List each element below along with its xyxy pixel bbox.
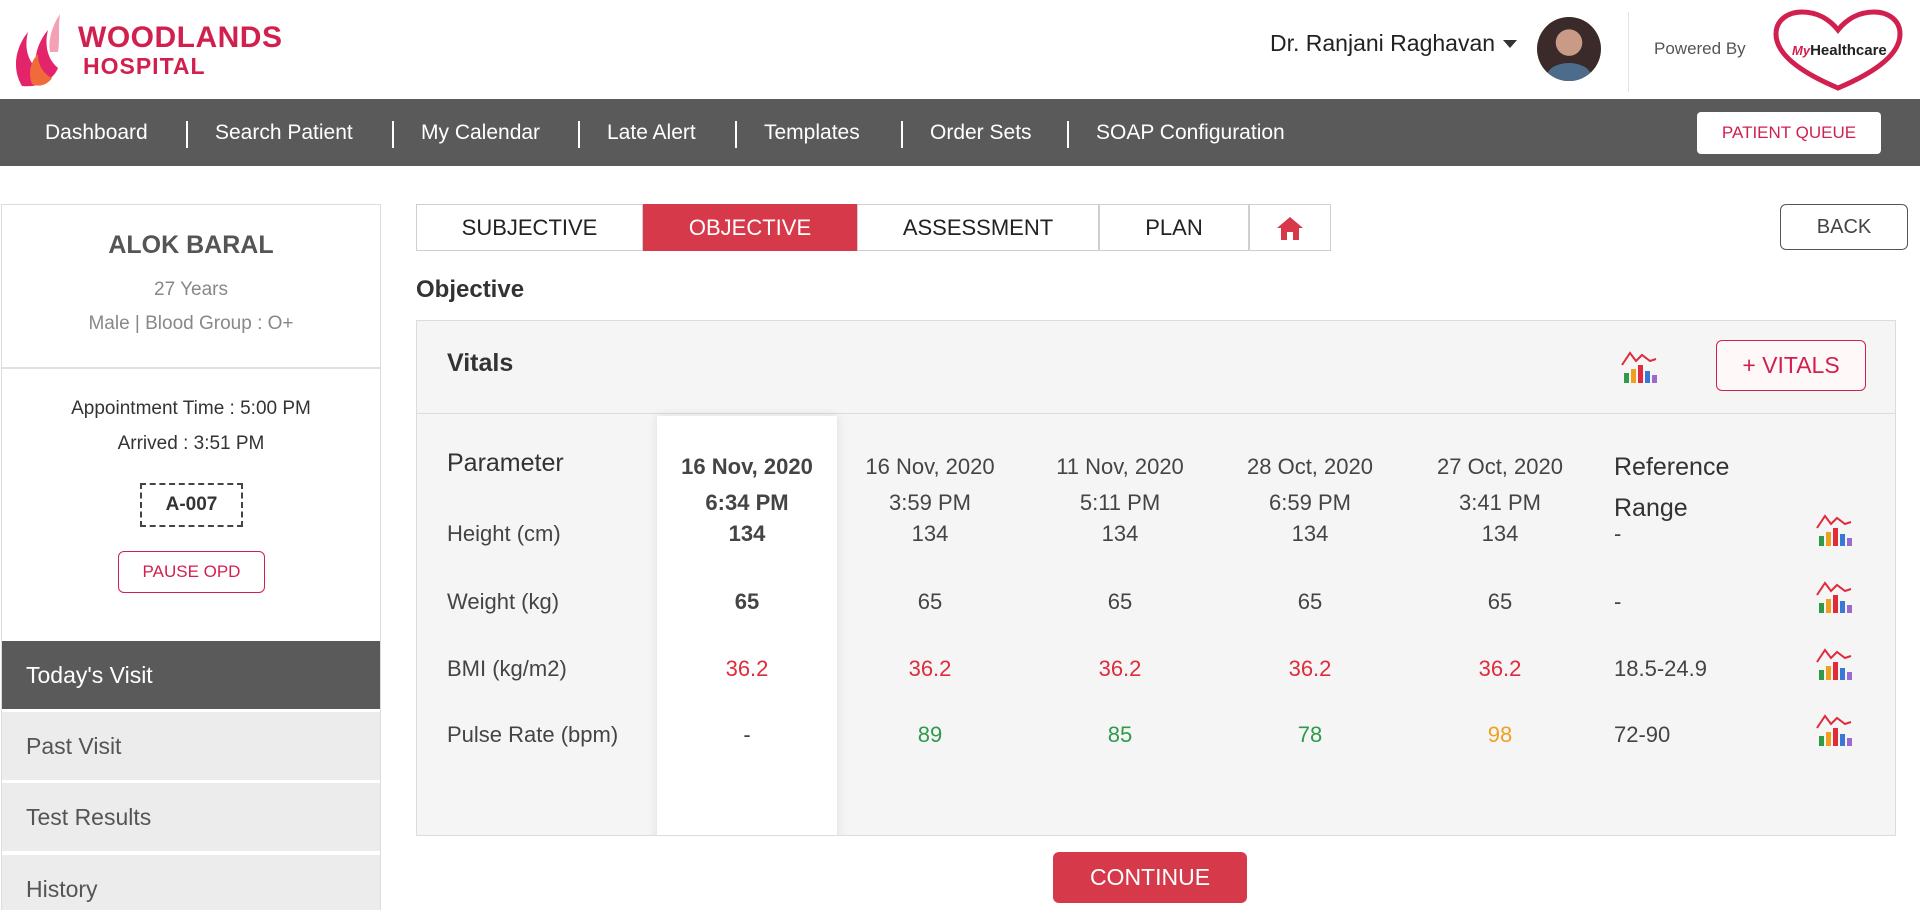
vital-value: 85 xyxy=(1107,722,1133,747)
trend-chart-icon[interactable] xyxy=(1815,577,1853,615)
trend-chart-icon[interactable] xyxy=(1815,510,1853,548)
tab-home[interactable] xyxy=(1249,204,1331,251)
tab-history[interactable]: History xyxy=(2,855,380,910)
add-vitals-button[interactable]: + VITALS xyxy=(1716,340,1866,391)
caret-down-icon xyxy=(1503,39,1518,48)
vital-value: 36.2 xyxy=(725,656,769,681)
user-name: Dr. Ranjani Raghavan xyxy=(1270,30,1496,56)
heart-logo-icon xyxy=(1773,9,1903,91)
param-label: Weight (kg) xyxy=(447,589,560,614)
vital-value: 36.2 xyxy=(1478,656,1522,681)
vital-value: 89 xyxy=(917,722,943,747)
flame-logo-icon xyxy=(15,14,60,87)
latest-column-highlight xyxy=(657,416,837,835)
powered-by-label: Powered By xyxy=(1654,39,1746,58)
reference-range: 72-90 xyxy=(1614,722,1671,747)
vital-value: 134 xyxy=(911,521,949,546)
vital-value: 65 xyxy=(1297,589,1323,614)
parameter-header: Parameter xyxy=(447,449,564,477)
nav-separator xyxy=(392,121,394,148)
vital-value: 78 xyxy=(1297,722,1323,747)
hospital-name-line1: WOODLANDS xyxy=(78,20,283,54)
patient-panel: ALOK BARAL 27 Years Male | Blood Group :… xyxy=(1,204,381,910)
trend-chart-icon[interactable] xyxy=(1815,644,1853,682)
nav-separator xyxy=(578,121,580,148)
token-number: A-007 xyxy=(140,483,243,527)
vital-value: - xyxy=(743,722,751,747)
appointment-time: Appointment Time : 5:00 PM xyxy=(71,398,311,419)
nav-separator xyxy=(1067,121,1069,148)
vital-value: 36.2 xyxy=(1098,656,1142,681)
header-divider xyxy=(1628,12,1629,92)
reference-range: - xyxy=(1614,521,1622,546)
panel-divider xyxy=(2,367,380,369)
nav-soap-configuration[interactable]: SOAP Configuration xyxy=(1096,121,1285,144)
vital-value: 36.2 xyxy=(908,656,952,681)
vital-value: 134 xyxy=(1101,521,1139,546)
nav-late-alert[interactable]: Late Alert xyxy=(607,121,696,144)
patient-age: 27 Years xyxy=(154,279,228,300)
patient-queue-button[interactable]: PATIENT QUEUE xyxy=(1697,112,1881,154)
nav-search-patient[interactable]: Search Patient xyxy=(215,121,353,144)
vital-value: 134 xyxy=(728,521,766,546)
user-menu[interactable]: Dr. Ranjani Raghavan xyxy=(1270,30,1518,57)
param-label: Height (cm) xyxy=(447,521,561,546)
vitals-card: Vitals + VITALS Parameter 16 Nov, 2020 6:… xyxy=(416,320,1896,836)
param-label: BMI (kg/m2) xyxy=(447,656,567,681)
vital-value: 36.2 xyxy=(1288,656,1332,681)
patient-name: ALOK BARAL xyxy=(108,231,274,259)
home-icon xyxy=(1277,216,1303,240)
date-header: 27 Oct, 2020 3:41 PM xyxy=(1437,454,1563,515)
pause-opd-button[interactable]: PAUSE OPD xyxy=(118,551,265,593)
nav-dashboard[interactable]: Dashboard xyxy=(45,121,148,144)
tab-assessment[interactable]: ASSESSMENT xyxy=(857,204,1099,251)
date-header: 28 Oct, 2020 6:59 PM xyxy=(1247,454,1373,515)
arrived-time: Arrived : 3:51 PM xyxy=(117,433,265,454)
vital-value: 65 xyxy=(1107,589,1133,614)
param-label: Pulse Rate (bpm) xyxy=(447,722,619,747)
back-button[interactable]: BACK xyxy=(1780,204,1908,250)
top-nav: Dashboard Search Patient My Calendar Lat… xyxy=(0,99,1920,166)
avatar[interactable] xyxy=(1537,17,1601,81)
vitals-title: Vitals xyxy=(447,349,514,377)
tab-plan[interactable]: PLAN xyxy=(1099,204,1249,251)
nav-separator xyxy=(186,121,188,148)
vital-value: 65 xyxy=(917,589,943,614)
reference-range-header: Reference Range xyxy=(1614,453,1730,522)
hospital-name-line2: HOSPITAL xyxy=(83,52,206,79)
date-header: 16 Nov, 2020 3:59 PM xyxy=(865,454,995,515)
brand-name: MyHealthcare xyxy=(1792,42,1887,59)
reference-range: - xyxy=(1614,589,1622,614)
vitals-card-header: Vitals + VITALS xyxy=(417,321,1895,414)
reference-range: 18.5-24.9 xyxy=(1614,656,1707,681)
nav-separator xyxy=(901,121,903,148)
vital-value: 65 xyxy=(734,589,760,614)
tab-todays-visit[interactable]: Today's Visit xyxy=(2,641,380,709)
tab-test-results[interactable]: Test Results xyxy=(2,783,380,851)
date-header: 11 Nov, 2020 5:11 PM xyxy=(1056,454,1184,515)
nav-templates[interactable]: Templates xyxy=(764,121,860,144)
continue-button[interactable]: CONTINUE xyxy=(1053,852,1247,903)
tab-past-visit[interactable]: Past Visit xyxy=(2,712,380,780)
trend-chart-icon[interactable] xyxy=(1620,347,1658,385)
nav-separator xyxy=(735,121,737,148)
vital-value: 134 xyxy=(1291,521,1329,546)
vital-value: 98 xyxy=(1487,722,1513,747)
tab-subjective[interactable]: SUBJECTIVE xyxy=(416,204,643,251)
date-header: 16 Nov, 2020 6:34 PM xyxy=(681,454,813,515)
vital-value: 65 xyxy=(1487,589,1513,614)
app-header: WOODLANDS HOSPITAL Dr. Ranjani Raghavan … xyxy=(0,0,1920,99)
nav-my-calendar[interactable]: My Calendar xyxy=(421,121,541,144)
trend-chart-icon[interactable] xyxy=(1815,710,1853,748)
patient-meta: Male | Blood Group : O+ xyxy=(88,313,294,334)
vital-value: 134 xyxy=(1481,521,1519,546)
tab-objective[interactable]: OBJECTIVE xyxy=(643,204,857,251)
section-title: Objective xyxy=(416,276,525,303)
nav-order-sets[interactable]: Order Sets xyxy=(930,121,1032,144)
hospital-logo[interactable]: WOODLANDS HOSPITAL xyxy=(14,12,282,88)
